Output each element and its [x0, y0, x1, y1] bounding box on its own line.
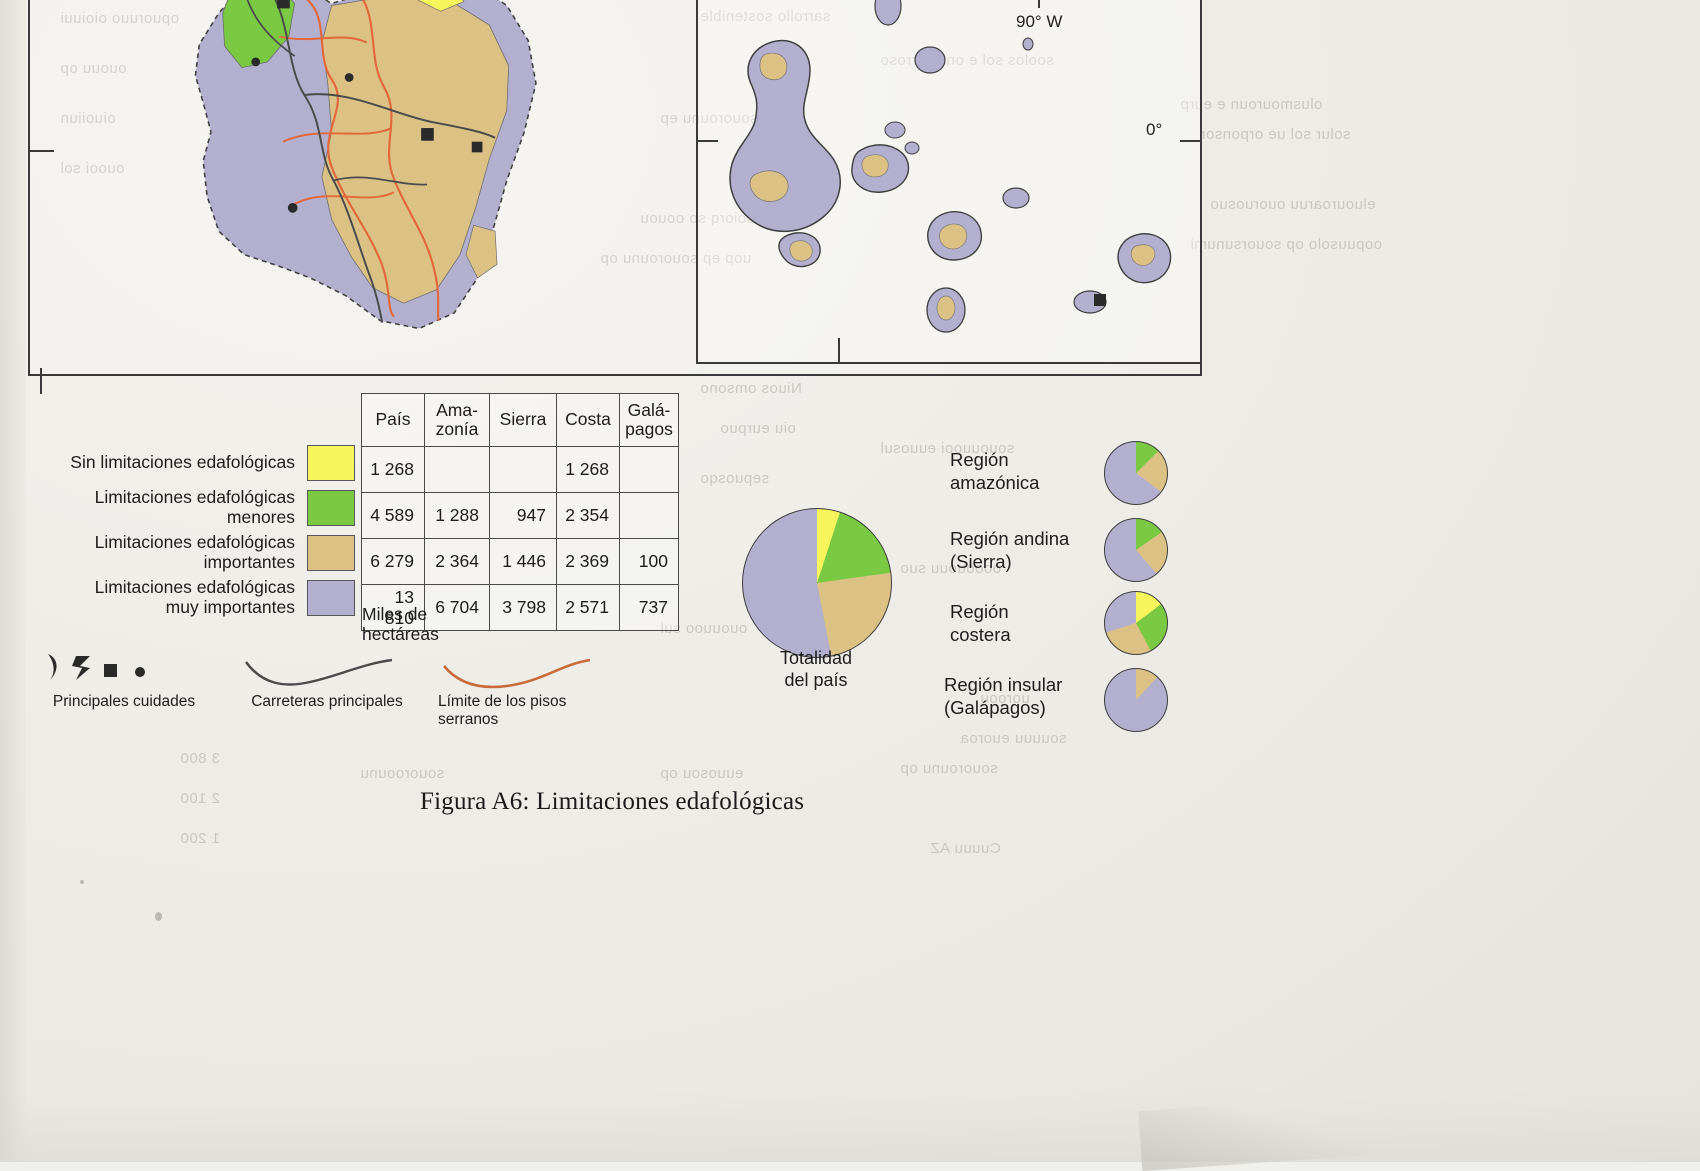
- inset-label-longitude: 90° W: [1016, 12, 1063, 31]
- column-header-costa: Costa: [556, 393, 620, 447]
- cell-pais: 6 279: [361, 538, 425, 585]
- table-row: 4 589 1 288 947 2 354: [361, 492, 679, 539]
- cell-amazonia: 1 288: [424, 492, 490, 539]
- figure-caption: Figura A6: Limitaciones edafológicas: [420, 788, 805, 815]
- scan-edge-left: [0, 0, 26, 1162]
- cell-sierra: 3 798: [489, 584, 557, 631]
- legend-swatch-important-limitations: [307, 534, 355, 571]
- symbol-legend-contour-label: Límite de los pisos serranos: [438, 693, 567, 728]
- contour-line-icon: [442, 658, 591, 689]
- legend-swatch-no-limitations: [307, 444, 355, 481]
- cell-galapagos: [619, 446, 679, 493]
- cell-amazonia: 6 704: [424, 584, 490, 631]
- scan-edge-bottom: [0, 1092, 1700, 1162]
- pie-chart-total-country: [742, 508, 892, 658]
- region-label-costera: Región costera: [950, 601, 1011, 645]
- cell-amazonia: 2 364: [424, 538, 490, 585]
- inset-tick-left: [696, 140, 718, 142]
- legend-label: Sin limitaciones edafológicas: [70, 451, 295, 472]
- legend-item[interactable]: Limitaciones edafológicas importantes: [55, 530, 355, 575]
- road-line-icon: [245, 658, 393, 686]
- table-header-row: País Ama- zonía Sierra Costa Galá- pagos: [361, 393, 679, 447]
- legend-item[interactable]: Sin limitaciones edafológicas: [55, 440, 355, 485]
- cell-costa: 2 369: [556, 538, 620, 585]
- soil-limitations-table: País Ama- zonía Sierra Costa Galá- pagos…: [361, 393, 679, 631]
- inset-tick-bottom: [838, 338, 840, 362]
- cell-galapagos: 100: [619, 538, 679, 585]
- map-tick-bottom-left: [40, 368, 42, 394]
- symbol-legend-roads-label: Carreteras principales: [251, 693, 403, 710]
- cell-pais: 1 268: [361, 446, 425, 493]
- region-label-insular: Región insular (Galápagos): [944, 674, 1063, 718]
- symbol-legend-cities-label: Principales cuidades: [52, 693, 196, 710]
- region-label-amazonica: Región amazónica: [950, 449, 1040, 493]
- legend-label: Limitaciones edafológicas importantes: [94, 531, 295, 572]
- legend-swatch-very-important-limitations: [307, 579, 355, 616]
- ecuador-mainland-map: [194, 0, 537, 330]
- galapagos-islands: [729, 0, 1172, 333]
- column-header-galapagos: Galá- pagos: [619, 393, 679, 447]
- pie-chart-region-costera: [1104, 591, 1168, 655]
- cell-costa: 2 571: [556, 584, 620, 631]
- region-label-andina: Región andina (Sierra): [950, 528, 1070, 572]
- cell-sierra: 1 446: [489, 538, 557, 585]
- map-frame: 90° W 0°: [28, 0, 1202, 394]
- legend-label: Limitaciones edafológicas muy importante…: [94, 576, 295, 617]
- inset-label-latitude: 0°: [1146, 120, 1163, 139]
- cell-amazonia: [424, 446, 490, 493]
- pie-chart-region-insular: [1104, 668, 1168, 732]
- table-row: 1 268 1 268: [361, 446, 679, 493]
- pie-chart-region-amazonica: [1104, 441, 1168, 505]
- cell-galapagos: [619, 492, 679, 539]
- column-header-sierra: Sierra: [489, 393, 557, 447]
- galapagos-inset-map: 90° W 0°: [696, 0, 1202, 364]
- cell-costa: 2 354: [556, 492, 620, 539]
- pie-chart-region-andina: [1104, 518, 1168, 582]
- column-header-amazonia: Ama- zonía: [424, 393, 490, 447]
- inset-tick-top: [1038, 0, 1040, 8]
- inset-tick-right: [1180, 140, 1202, 142]
- city-symbols-icon: [48, 654, 145, 680]
- legend-item[interactable]: Limitaciones edafológicas menores: [55, 485, 355, 530]
- pie-caption-total-country: Totalidad del país: [779, 648, 853, 690]
- map-tick-left: [28, 150, 54, 152]
- cell-galapagos: 737: [619, 584, 679, 631]
- column-header-pais: País: [361, 393, 425, 447]
- cell-sierra: 947: [489, 492, 557, 539]
- cell-costa: 1 268: [556, 446, 620, 493]
- table-row: 13 810 6 704 3 798 2 571 737: [361, 584, 679, 631]
- legend-swatch-minor-limitations: [307, 489, 355, 526]
- cell-pais: 4 589: [361, 492, 425, 539]
- legend-label: Limitaciones edafológicas menores: [94, 486, 295, 527]
- table-row: 6 279 2 364 1 446 2 369 100: [361, 538, 679, 585]
- soil-limitation-legend: Sin limitaciones edafológicas Limitacion…: [55, 440, 355, 620]
- cell-sierra: [489, 446, 557, 493]
- table-unit-label: Miles de hectáreas: [362, 604, 439, 645]
- legend-item[interactable]: Limitaciones edafológicas muy importante…: [55, 575, 355, 620]
